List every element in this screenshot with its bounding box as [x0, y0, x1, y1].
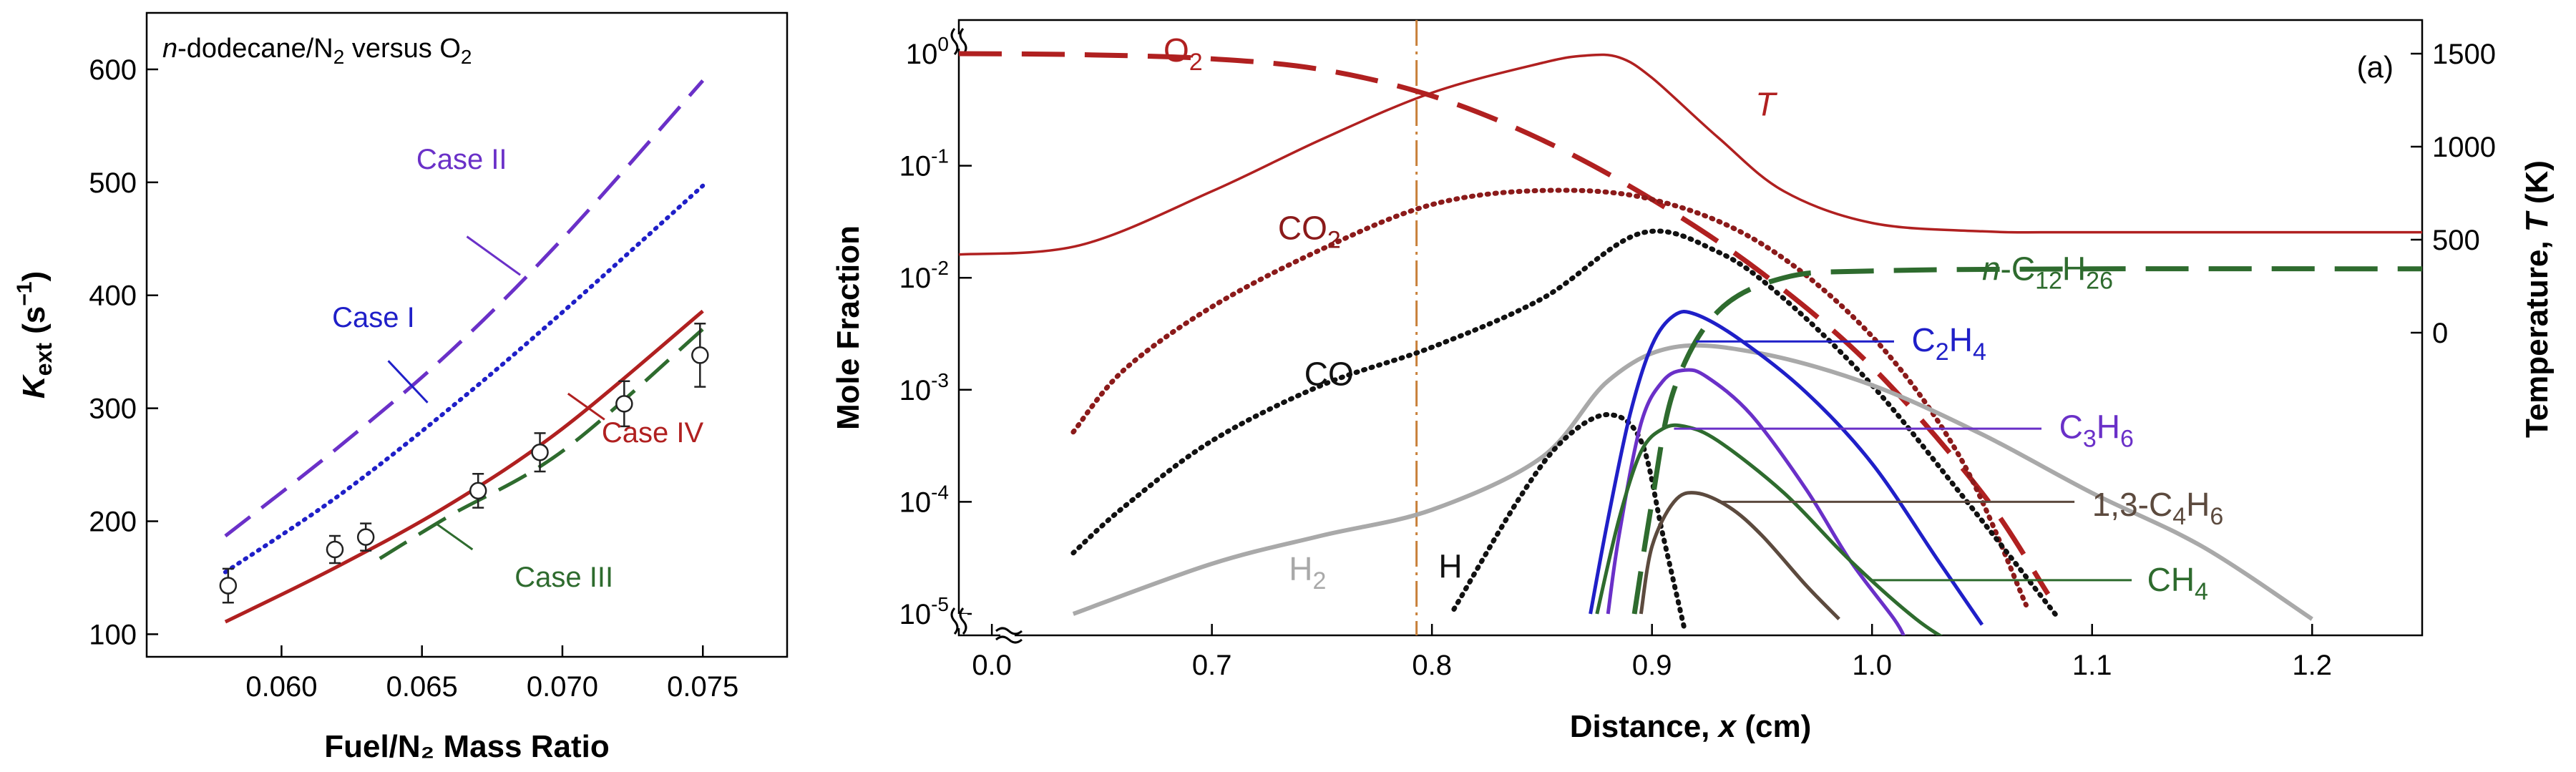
right-chart-panel: 0.0 0.7 0.8 0.9 1.0 1.1 1.2 100 10-1 10-2 10-3 10-4… — [831, 19, 2555, 744]
label-leader — [567, 392, 605, 421]
axis-break-mark — [959, 28, 967, 55]
label-leader — [435, 522, 474, 551]
label-o: O2 — [1163, 31, 1203, 76]
label-case-i: Case I — [332, 302, 415, 333]
label-h: H2 — [1289, 550, 1326, 595]
axis-break-mark — [950, 607, 959, 635]
right-x-tick-label: 1.2 — [2292, 650, 2332, 681]
left-y-tick-label: 600 — [89, 54, 137, 86]
left-x-tick-label: 0.075 — [667, 671, 738, 703]
right-y-tick-label: 100 — [906, 33, 949, 70]
right-y-tick-label: 10-1 — [899, 145, 949, 182]
series-co — [1070, 228, 2062, 622]
experimental-point — [326, 540, 344, 559]
axis-break-gap — [950, 34, 967, 49]
label-leader — [466, 235, 521, 276]
left-y-tick-label: 400 — [89, 280, 137, 312]
right-data-layer — [959, 20, 2422, 635]
series-case-i — [223, 183, 706, 575]
series-case-iii — [379, 328, 704, 560]
left-panel-annotation: n-dodecane/N2 versus O2 — [162, 34, 472, 68]
axis-break-mark — [959, 607, 967, 635]
label-t: T — [1755, 86, 1777, 123]
left-y-axis-label: Kext (s−1) — [13, 271, 57, 399]
right-temp-tick-label: 1500 — [2432, 39, 2496, 70]
label-1-3-ch: 1,3-C4H6 — [2092, 486, 2224, 530]
right-x-axis-label: Distance, x (cm) — [1570, 709, 1811, 744]
left-x-tick-label: 0.060 — [245, 671, 317, 703]
right-y-axis-label: Mole Fraction — [831, 225, 866, 430]
series-co2 — [1070, 187, 2029, 608]
left-chart-panel: 0.060 0.065 0.070 0.075 100 200 300 400 500 600 Fu… — [13, 11, 789, 764]
right-temp-tick-label: 0 — [2432, 318, 2448, 349]
label-case-iv: Case IV — [602, 417, 704, 449]
series-case-ii — [224, 79, 705, 538]
series-t — [959, 53, 2422, 256]
right-y-tick-label: 10-5 — [899, 593, 949, 630]
label-co: CO — [1304, 355, 1354, 392]
series-1-3-c4h6 — [1639, 491, 1840, 620]
axis-break-mark — [950, 28, 959, 55]
right-x-tick-label: 1.1 — [2072, 650, 2112, 681]
left-x-axis-label: Fuel/N₂ Mass Ratio — [324, 729, 610, 764]
left-y-tick-label: 100 — [89, 619, 137, 650]
series-o2 — [959, 51, 2051, 596]
series-h — [1451, 411, 1688, 634]
series-c3h6 — [1606, 368, 1906, 635]
label-h: H — [1438, 548, 1462, 585]
right-x-tick-label: 0.0 — [972, 650, 1012, 681]
series-case-iv — [224, 309, 704, 624]
series-c2h4 — [1589, 309, 1984, 626]
right-y-tick-label: 10-4 — [899, 481, 949, 518]
right-x-tick-label: 0.9 — [1632, 650, 1672, 681]
left-y-tick-label: 200 — [89, 507, 137, 538]
label-case-ii: Case II — [416, 144, 507, 175]
left-plot-frame — [145, 11, 789, 658]
series-h2 — [1072, 343, 2313, 621]
axis-break-mark — [995, 627, 1023, 635]
right-plot-frame — [957, 19, 2424, 637]
right-x-tick-label: 0.8 — [1412, 650, 1452, 681]
experimental-point — [531, 443, 549, 461]
right-x-tick-label: 1.0 — [1852, 650, 1892, 681]
experimental-point — [691, 346, 709, 364]
series-ch4 — [1595, 423, 1943, 635]
right-temp-tick-label: 1000 — [2432, 132, 2496, 163]
axis-break-mark — [995, 635, 1023, 644]
label-ch: CH4 — [2147, 561, 2208, 605]
right-temperature-axis-label: Temperature, T (K) — [2519, 160, 2555, 438]
right-y-tick-label: 10-3 — [899, 369, 949, 406]
left-y-tick-label: 300 — [89, 394, 137, 425]
left-y-tick-label: 500 — [89, 167, 137, 199]
left-x-tick-label: 0.070 — [527, 671, 598, 703]
label-co: CO2 — [1278, 210, 1341, 254]
label-ch: C3H6 — [2059, 408, 2134, 452]
right-y-tick-label: 10-2 — [899, 257, 949, 294]
label-case-iii: Case III — [514, 562, 613, 593]
axis-break-gap — [1000, 627, 1015, 644]
experimental-point — [469, 482, 487, 500]
right-x-tick-label: 0.7 — [1192, 650, 1232, 681]
label-leader — [387, 360, 429, 404]
series-n-c12h26 — [1631, 266, 2422, 615]
label-nh-c: n-C12H26 — [1982, 250, 2113, 295]
right-temp-tick-label: 500 — [2432, 225, 2480, 256]
experimental-point — [219, 577, 238, 595]
panel-label: (a) — [2357, 50, 2394, 84]
left-x-tick-label: 0.065 — [386, 671, 458, 703]
experimental-point — [356, 528, 375, 546]
axis-break-gap — [950, 614, 967, 628]
experimental-point — [615, 395, 633, 413]
label-ch: C2H4 — [1912, 321, 1986, 366]
